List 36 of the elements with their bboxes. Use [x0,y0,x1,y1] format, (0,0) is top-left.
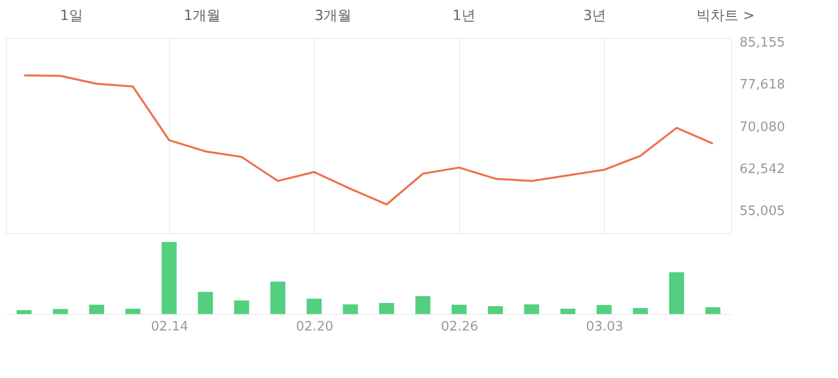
text: 3개월 [314,8,352,24]
bar [524,304,540,314]
bar [415,296,430,314]
y-tick-label: 55,005 [740,204,785,220]
text: 1개월 [184,8,221,24]
line-series [23,74,714,206]
text: 1일 [60,8,83,24]
text: 3년 [583,8,606,24]
bar [452,304,467,314]
bar [705,307,720,314]
y-tick-label: 85,155 [740,36,785,51]
bar [125,308,140,314]
bar [270,282,286,314]
text: 1년 [452,8,476,24]
bar [632,308,648,314]
bar [52,309,68,314]
x-tick-label: 02.26 [441,320,478,334]
bar [198,292,213,314]
y-tick-label: 77,618 [740,78,785,93]
bar [342,304,358,314]
bar [234,300,250,314]
bar [560,308,576,314]
text: 빅차트 > [696,8,755,24]
bar [16,310,32,314]
x-tick-label: 03.03 [586,320,624,334]
bar [596,305,612,314]
bar [306,298,322,314]
bar [162,242,177,314]
bar [488,306,503,314]
bar [379,302,394,314]
bar [89,304,104,314]
bar [669,272,684,314]
y-tick-label: 70,080 [740,120,785,135]
x-tick-label: 02.20 [296,320,334,334]
y-tick-label: 62,542 [740,162,785,177]
x-tick-label: 02.14 [151,320,188,334]
